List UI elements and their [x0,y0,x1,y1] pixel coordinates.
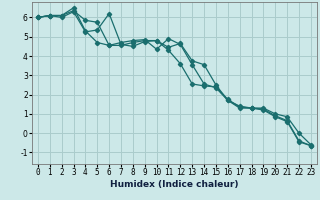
X-axis label: Humidex (Indice chaleur): Humidex (Indice chaleur) [110,180,239,189]
